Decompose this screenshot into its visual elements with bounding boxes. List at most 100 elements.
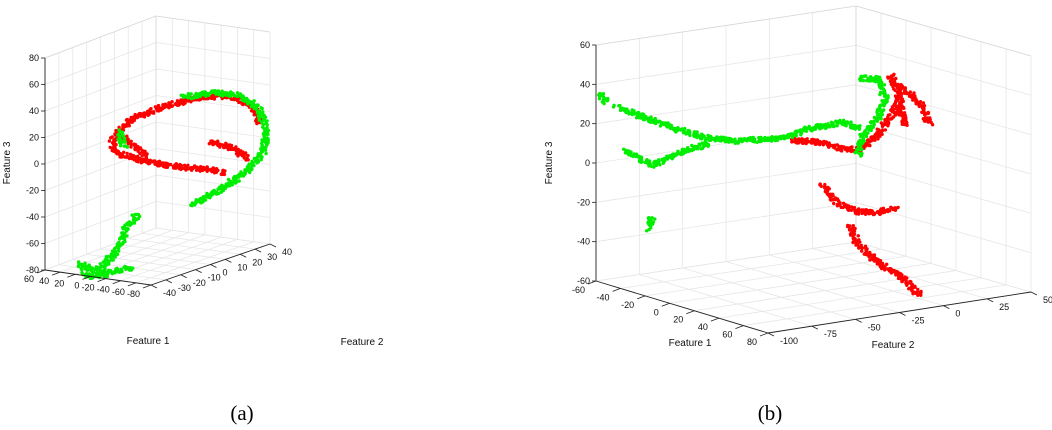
data-point bbox=[869, 209, 874, 213]
data-point bbox=[264, 151, 268, 156]
data-point bbox=[861, 136, 865, 140]
y-tick-label: 10 bbox=[237, 262, 247, 272]
data-point bbox=[879, 121, 883, 125]
x-axis-label: Feature 1 bbox=[669, 338, 712, 349]
data-point bbox=[202, 195, 207, 199]
data-point bbox=[880, 128, 885, 132]
y-tick bbox=[943, 305, 950, 310]
data-point bbox=[99, 271, 103, 275]
data-point bbox=[825, 190, 829, 195]
x-tick bbox=[686, 310, 695, 315]
z-tick-label: 0 bbox=[34, 159, 39, 169]
y-tick bbox=[240, 253, 247, 258]
gridline-z bbox=[44, 121, 271, 165]
data-point bbox=[606, 98, 610, 102]
y-tick bbox=[855, 318, 862, 323]
data-point bbox=[119, 155, 124, 159]
data-point bbox=[856, 234, 860, 238]
y-tick-label: 0 bbox=[223, 268, 228, 278]
data-point bbox=[627, 150, 631, 154]
data-point bbox=[224, 145, 228, 149]
data-point bbox=[885, 262, 889, 266]
data-point bbox=[873, 135, 877, 139]
data-point bbox=[91, 270, 96, 275]
data-point bbox=[183, 101, 187, 105]
data-point bbox=[861, 210, 865, 214]
data-point bbox=[256, 152, 260, 156]
data-point bbox=[832, 201, 836, 206]
data-point bbox=[877, 82, 881, 86]
data-point bbox=[718, 138, 722, 142]
data-point bbox=[819, 184, 823, 188]
data-point bbox=[843, 146, 847, 150]
data-point bbox=[258, 111, 262, 116]
data-point bbox=[632, 110, 636, 115]
data-point bbox=[241, 102, 245, 107]
data-point bbox=[116, 267, 120, 271]
data-point bbox=[255, 121, 259, 126]
data-point bbox=[122, 140, 127, 144]
data-point bbox=[142, 159, 146, 163]
data-point bbox=[234, 149, 238, 153]
data-point bbox=[799, 128, 803, 132]
x-tick bbox=[661, 302, 670, 307]
data-point bbox=[122, 144, 126, 148]
y-tick bbox=[899, 312, 906, 316]
data-point bbox=[721, 138, 725, 142]
data-point bbox=[857, 127, 861, 131]
data-point bbox=[111, 249, 115, 253]
data-point bbox=[833, 197, 838, 202]
data-point bbox=[854, 126, 858, 130]
x-axis-line bbox=[44, 269, 152, 286]
data-point bbox=[859, 154, 863, 158]
data-point bbox=[264, 145, 268, 149]
data-point bbox=[121, 227, 125, 231]
z-tick-label: 60 bbox=[29, 80, 39, 90]
data-point bbox=[104, 262, 109, 266]
data-point bbox=[131, 155, 135, 159]
data-point bbox=[80, 271, 84, 275]
x-tick bbox=[759, 332, 769, 337]
data-point bbox=[211, 142, 215, 147]
data-point bbox=[129, 145, 133, 149]
data-point bbox=[186, 167, 190, 171]
data-point bbox=[232, 177, 236, 182]
data-point bbox=[923, 119, 927, 123]
data-point bbox=[879, 90, 883, 95]
data-point bbox=[835, 120, 839, 124]
data-point bbox=[709, 135, 713, 139]
data-point bbox=[259, 154, 263, 159]
data-point bbox=[174, 101, 178, 106]
x-tick bbox=[82, 276, 91, 280]
data-point bbox=[896, 205, 900, 210]
data-point bbox=[856, 142, 860, 147]
data-point bbox=[851, 224, 855, 228]
data-point bbox=[123, 123, 128, 127]
data-point bbox=[194, 168, 199, 172]
data-point bbox=[926, 120, 930, 124]
y-tick bbox=[150, 284, 158, 289]
data-point bbox=[861, 140, 866, 144]
data-point bbox=[217, 93, 221, 97]
data-point bbox=[682, 147, 686, 152]
data-point bbox=[220, 96, 224, 101]
data-point bbox=[649, 117, 653, 122]
data-point bbox=[870, 253, 874, 257]
data-point bbox=[875, 110, 879, 114]
data-point bbox=[182, 163, 187, 167]
data-point bbox=[905, 276, 909, 280]
data-point bbox=[205, 169, 209, 173]
data-point bbox=[254, 104, 258, 109]
data-point bbox=[639, 160, 643, 164]
data-point bbox=[829, 195, 833, 199]
data-point bbox=[216, 187, 220, 191]
gridline-z bbox=[44, 42, 271, 85]
data-point bbox=[910, 288, 914, 292]
data-point bbox=[138, 111, 142, 116]
y-axis-label: Feature 2 bbox=[341, 337, 384, 348]
data-point bbox=[179, 101, 184, 105]
data-point bbox=[168, 162, 173, 167]
data-point bbox=[660, 158, 664, 162]
